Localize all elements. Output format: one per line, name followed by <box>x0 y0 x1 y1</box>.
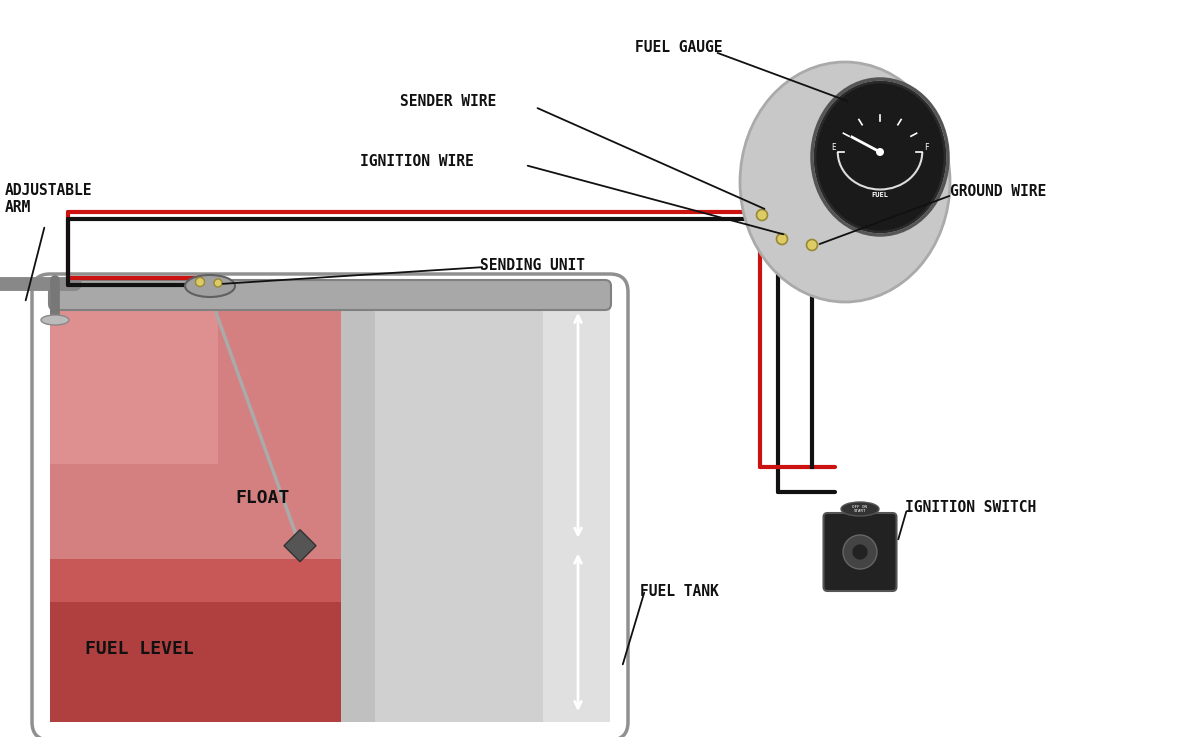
Circle shape <box>876 148 884 156</box>
Ellipse shape <box>185 275 235 297</box>
Ellipse shape <box>740 62 950 302</box>
Ellipse shape <box>41 315 70 325</box>
Polygon shape <box>542 292 610 722</box>
Text: IGNITION SWITCH: IGNITION SWITCH <box>905 500 1037 514</box>
Text: F: F <box>924 142 929 152</box>
Ellipse shape <box>841 502 878 516</box>
Text: FUEL GAUGE: FUEL GAUGE <box>635 40 722 55</box>
Text: OFF ON
START: OFF ON START <box>852 505 868 513</box>
Polygon shape <box>50 292 610 722</box>
Circle shape <box>776 234 787 245</box>
Text: GROUND WIRE: GROUND WIRE <box>950 184 1046 200</box>
Circle shape <box>806 240 817 251</box>
Circle shape <box>756 209 768 220</box>
FancyBboxPatch shape <box>823 513 896 591</box>
Polygon shape <box>284 530 316 562</box>
Polygon shape <box>50 292 358 559</box>
Text: IGNITION WIRE: IGNITION WIRE <box>360 155 474 170</box>
Text: SENDING UNIT: SENDING UNIT <box>480 257 586 273</box>
Text: ADJUSTABLE
ARM: ADJUSTABLE ARM <box>5 183 92 215</box>
Circle shape <box>214 279 222 287</box>
Text: SENDER WIRE: SENDER WIRE <box>400 94 497 110</box>
Polygon shape <box>341 292 374 722</box>
Text: FUEL: FUEL <box>871 192 888 198</box>
Polygon shape <box>341 292 610 722</box>
Polygon shape <box>50 292 218 464</box>
Circle shape <box>196 278 204 287</box>
Circle shape <box>852 544 868 560</box>
Circle shape <box>842 535 877 569</box>
Polygon shape <box>50 601 386 722</box>
Text: FUEL LEVEL: FUEL LEVEL <box>85 640 193 658</box>
FancyBboxPatch shape <box>49 280 611 310</box>
Text: E: E <box>830 142 835 152</box>
Ellipse shape <box>815 82 946 232</box>
Text: FLOAT: FLOAT <box>235 489 289 507</box>
Text: FUEL TANK: FUEL TANK <box>640 584 719 599</box>
